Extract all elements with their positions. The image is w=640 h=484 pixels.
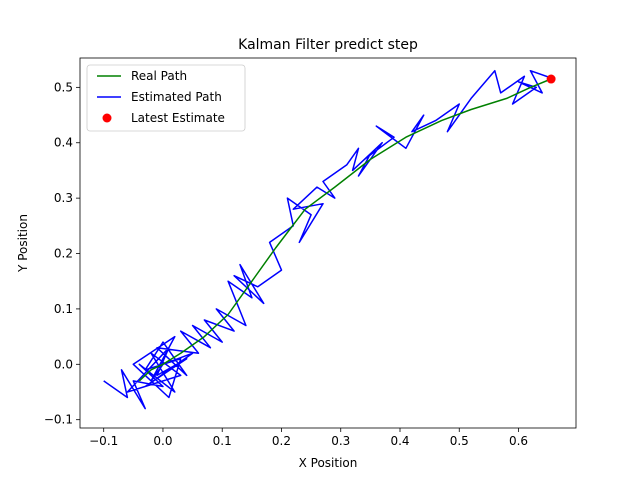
x-axis-ticks: −0.1 0.0 0.1 0.2 0.3 0.4 0.5 0.6 (89, 428, 528, 448)
chart-title: Kalman Filter predict step (238, 37, 418, 53)
y-axis-label: Y Position (16, 214, 30, 273)
legend-label-estimated-path: Estimated Path (131, 90, 222, 104)
y-axis-ticks: −0.1 0.0 0.1 0.2 0.3 0.4 0.5 (44, 80, 80, 427)
x-tick-label: −0.1 (89, 434, 118, 448)
x-tick-label: 0.6 (509, 434, 528, 448)
legend-label-real-path: Real Path (131, 69, 187, 83)
x-axis-label: X Position (299, 456, 358, 470)
y-tick-label: 0.2 (54, 247, 73, 261)
x-tick-label: 0.4 (390, 434, 409, 448)
legend: Real Path Estimated Path Latest Estimate (86, 64, 246, 132)
x-tick-label: 0.1 (213, 434, 232, 448)
y-tick-label: −0.1 (44, 413, 73, 427)
y-tick-label: 0.0 (54, 357, 73, 371)
legend-box (86, 64, 246, 132)
series-line-estimated-path (103, 69, 555, 410)
series-line-real-path (138, 78, 552, 382)
legend-label-latest-estimate: Latest Estimate (131, 111, 225, 125)
x-tick-label: 0.5 (450, 434, 469, 448)
y-tick-label: 0.3 (54, 191, 73, 205)
x-tick-label: 0.3 (331, 434, 350, 448)
x-tick-label: 0.2 (272, 434, 291, 448)
legend-swatch-latest-estimate (102, 113, 112, 123)
series-point-latest-estimate (546, 74, 556, 84)
x-tick-label: 0.0 (153, 434, 172, 448)
y-tick-label: 0.4 (54, 136, 73, 150)
y-tick-label: 0.5 (54, 80, 73, 94)
data-layer (103, 69, 556, 410)
y-tick-label: 0.1 (54, 302, 73, 316)
